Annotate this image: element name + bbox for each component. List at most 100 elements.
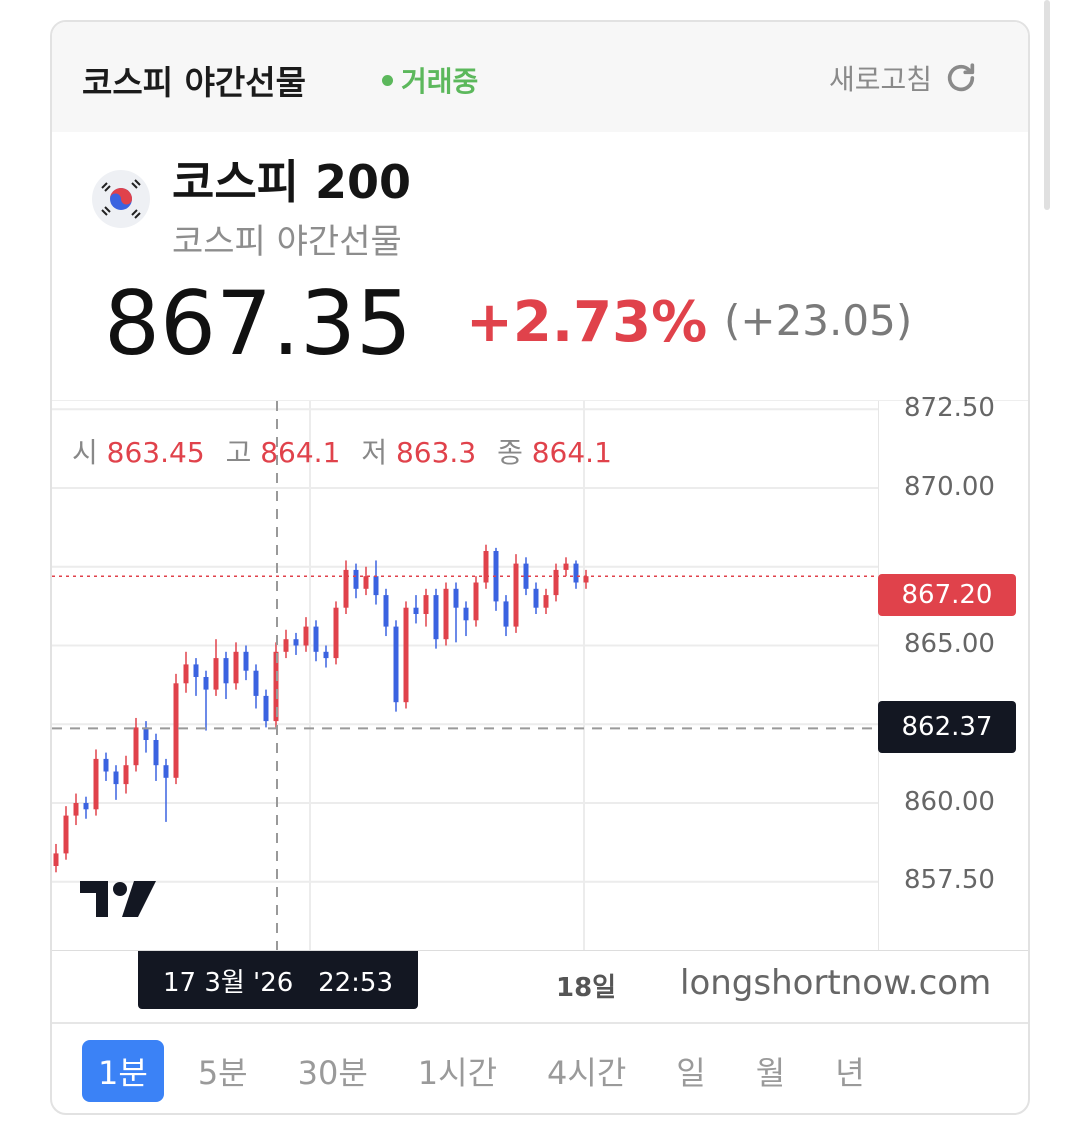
candle-body <box>53 853 59 866</box>
candle-body <box>263 695 269 722</box>
refresh-label: 새로고침 <box>828 63 932 96</box>
candle-body <box>163 765 169 778</box>
candle-body <box>213 658 219 690</box>
instrument-name: 코스피 200 <box>172 155 411 209</box>
candle-body <box>513 563 519 627</box>
candle-body <box>103 758 109 772</box>
candle-body <box>243 651 249 671</box>
candle-body <box>123 765 129 785</box>
change-absolute: (+23.05) <box>724 296 913 345</box>
open-value: 863.45 <box>106 436 205 469</box>
candle-body <box>383 595 389 627</box>
candle-body <box>583 576 589 583</box>
candle-body <box>203 677 209 690</box>
tab-30min[interactable]: 30분 <box>297 1053 368 1092</box>
y-tick: 857.50 <box>904 865 995 895</box>
candle-body <box>413 607 419 614</box>
tab-5min[interactable]: 5분 <box>197 1053 248 1092</box>
candle-body <box>373 576 379 596</box>
tab-1hour[interactable]: 1시간 <box>417 1053 498 1092</box>
y-tick: 865.00 <box>904 629 995 659</box>
candle-body <box>473 582 479 621</box>
candle-body <box>463 607 469 621</box>
candle-body <box>403 607 409 703</box>
candle-body <box>563 563 569 570</box>
candle-body <box>293 639 299 646</box>
candle-body <box>73 803 79 816</box>
low-label: 저 <box>361 436 388 469</box>
change-percent: +2.73% <box>466 290 708 355</box>
y-tick: 870.00 <box>904 472 995 502</box>
live-dot-icon <box>382 74 393 86</box>
scrollbar[interactable] <box>1044 0 1050 210</box>
chart-plot[interactable] <box>52 401 878 951</box>
tab-year[interactable]: 년 <box>835 1053 865 1092</box>
crosshair-price-badge: 862.37 <box>878 701 1016 753</box>
candle-body <box>153 740 159 766</box>
watermark: longshortnow.com <box>680 963 992 1003</box>
candle-body <box>333 607 339 659</box>
time-axis: 17 3월 '26 22:53 18일 longshortnow.com <box>52 950 1028 1022</box>
candle-body <box>183 664 189 684</box>
x-tick: 18일 <box>556 973 617 1003</box>
low-value: 863.3 <box>395 436 477 469</box>
futures-widget: 코스피 야간선물 거래중 새로고침 코스피 200 코스피 야간선물 867.3… <box>50 20 1030 1115</box>
candle-body <box>233 651 239 684</box>
y-tick: 872.50 <box>904 393 995 423</box>
candle-body <box>523 563 529 589</box>
tab-4hour[interactable]: 4시간 <box>547 1053 627 1092</box>
candle-body <box>423 595 429 614</box>
close-value: 864.1 <box>531 436 612 469</box>
current-price: 867.35 <box>104 272 412 375</box>
korea-flag-icon <box>92 170 150 228</box>
candle-body <box>573 563 579 583</box>
candle-body <box>273 651 279 722</box>
tab-1min[interactable]: 1분 <box>82 1039 164 1102</box>
candle-body <box>433 595 439 640</box>
high-value: 864.1 <box>260 436 341 469</box>
candle-body <box>93 758 99 810</box>
refresh-icon <box>947 63 975 92</box>
candle-body <box>533 588 539 608</box>
close-label: 종 <box>497 436 523 469</box>
candle-body <box>553 569 559 596</box>
ohlc-legend: 시 863.45 고 864.1 저 863.3 종 864.1 <box>72 431 624 471</box>
instrument-subtitle: 코스피 야간선물 <box>172 222 402 262</box>
candle-body <box>133 727 139 766</box>
candle-body <box>173 683 179 778</box>
candle-body <box>63 815 69 854</box>
candle-body <box>253 670 259 696</box>
tab-day[interactable]: 일 <box>676 1053 706 1092</box>
candle-body <box>503 601 509 627</box>
y-tick: 860.00 <box>904 787 995 817</box>
candle-body <box>113 771 119 785</box>
candlestick-chart[interactable]: 시 863.45 고 864.1 저 863.3 종 864.1 872.50 … <box>52 393 1028 951</box>
candle-body <box>303 626 309 646</box>
candle-body <box>353 569 359 589</box>
candle-body <box>323 651 329 659</box>
candle-body <box>453 588 459 608</box>
candle-body <box>223 658 229 684</box>
tradingview-logo-icon <box>80 879 156 923</box>
candle-body <box>363 576 369 589</box>
crosshair-time-label: 17 3월 '26 22:53 <box>138 951 418 1009</box>
status-text: 거래중 <box>401 65 479 98</box>
widget-title: 코스피 야간선물 <box>82 63 307 102</box>
open-label: 시 <box>72 436 98 469</box>
last-price-badge: 867.20 <box>878 574 1016 616</box>
candle-body <box>543 595 549 608</box>
high-label: 고 <box>225 436 252 469</box>
candle-body <box>83 803 89 810</box>
interval-tabs: 1분 5분 30분 1시간 4시간 일 월 년 <box>52 1022 1028 1113</box>
candle-body <box>483 551 489 583</box>
candle-body <box>313 626 319 652</box>
candle-body <box>193 664 199 677</box>
candle-body <box>143 727 149 740</box>
refresh-button[interactable]: 새로고침 <box>829 58 978 98</box>
candle-body <box>343 569 349 608</box>
status-badge: 거래중 <box>382 60 478 100</box>
candle-body <box>283 639 289 652</box>
candle-body <box>393 626 399 703</box>
tab-month[interactable]: 월 <box>755 1053 786 1092</box>
candle-body <box>443 588 449 640</box>
